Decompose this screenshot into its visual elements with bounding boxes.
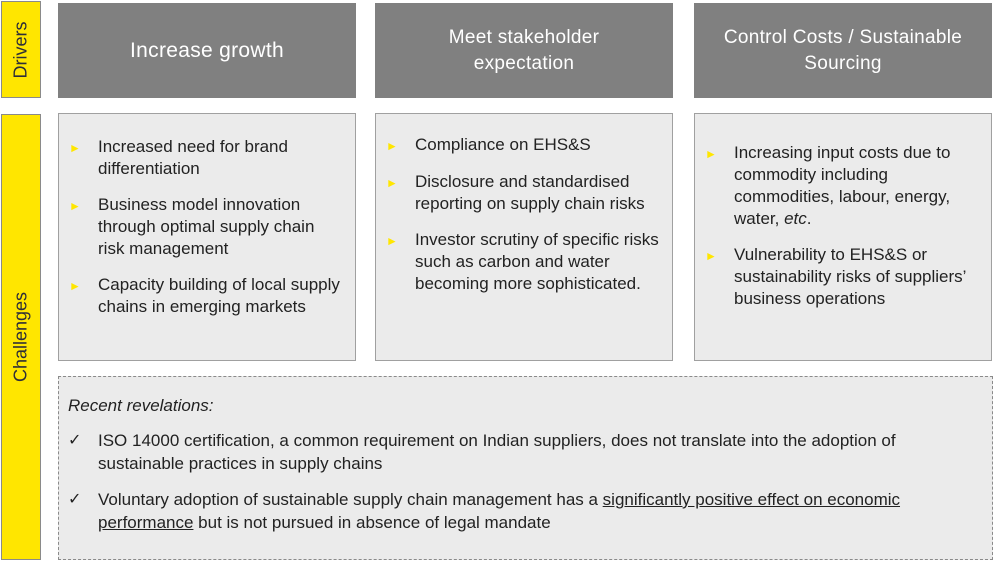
challenge-item-text: Compliance on EHS&S <box>415 135 591 154</box>
challenge-item: Increased need for brand differentiation <box>69 136 343 180</box>
arrow-right-icon <box>386 229 415 295</box>
arrow-right-icon <box>705 142 734 230</box>
revelation-item-text: ISO 14000 certification, a common requir… <box>98 431 896 473</box>
challenge-item: Increasing input costs due to commodity … <box>705 142 981 230</box>
revelation-item-text: Voluntary adoption of sustainable supply… <box>98 488 978 534</box>
etc-text: etc <box>784 209 807 228</box>
challenges-label-text: Challenges <box>10 291 31 383</box>
arrow-right-icon <box>705 244 734 310</box>
arrow-right-icon <box>69 194 98 260</box>
revelation-text-before: Voluntary adoption of sustainable supply… <box>98 490 603 509</box>
driver-increase-growth: Increase growth <box>58 3 356 98</box>
driver-stakeholder-expectation: Meet stakeholder expectation <box>375 3 673 98</box>
challenge-item: Investor scrutiny of specific risks such… <box>386 229 660 295</box>
challenge-item: Vulnerability to EHS&S or sustainability… <box>705 244 981 310</box>
drivers-side-label: Drivers <box>1 1 41 98</box>
challenge-item-main-text: Increasing input costs due to commodity … <box>734 143 951 228</box>
challenge-item-text: Vulnerability to EHS&S or sustainability… <box>734 245 966 308</box>
revelation-underlined-text: significantly positive effect on economi… <box>98 490 901 532</box>
challenge-item: Business model innovation through optima… <box>69 194 343 260</box>
challenge-item-text: Increased need for brand differentiation <box>98 137 288 178</box>
challenge-item-text: Business model innovation through optima… <box>98 195 315 258</box>
challenge-item-text: Increasing input costs due to commodity … <box>734 142 981 230</box>
revelation-item: ✓ Voluntary adoption of sustainable supp… <box>68 488 978 534</box>
revelation-text-after: but is not pursued in absence of legal m… <box>193 513 551 532</box>
challenge-box-growth: Increased need for brand differentiation… <box>58 113 356 361</box>
revelations-heading: Recent revelations: <box>68 396 214 415</box>
challenge-item-text: Investor scrutiny of specific risks such… <box>415 230 659 293</box>
challenge-box-stakeholder: Compliance on EHS&S Disclosure and stand… <box>375 113 673 361</box>
challenges-side-label: Challenges <box>1 114 41 560</box>
checkmark-icon: ✓ <box>68 491 82 508</box>
recent-revelations-box: Recent revelations: ✓ ISO 14000 certific… <box>58 376 993 560</box>
challenge-item: Capacity building of local supply chains… <box>69 274 343 318</box>
challenge-box-costs: Increasing input costs due to commodity … <box>694 113 992 361</box>
arrow-right-icon <box>386 134 415 157</box>
drivers-label-text: Drivers <box>10 21 31 78</box>
etc-period: . <box>806 209 812 228</box>
driver-control-costs: Control Costs / Sustainable Sourcing <box>694 3 992 98</box>
revelation-item: ✓ ISO 14000 certification, a common requ… <box>68 429 978 475</box>
arrow-right-icon <box>386 171 415 215</box>
challenge-item: Compliance on EHS&S <box>386 134 660 157</box>
challenge-item-text: Capacity building of local supply chains… <box>98 275 340 316</box>
challenge-item-text: Disclosure and standardised reporting on… <box>415 172 645 213</box>
arrow-right-icon <box>69 274 98 318</box>
challenge-item: Disclosure and standardised reporting on… <box>386 171 660 215</box>
arrow-right-icon <box>69 136 98 180</box>
checkmark-icon: ✓ <box>68 432 82 449</box>
